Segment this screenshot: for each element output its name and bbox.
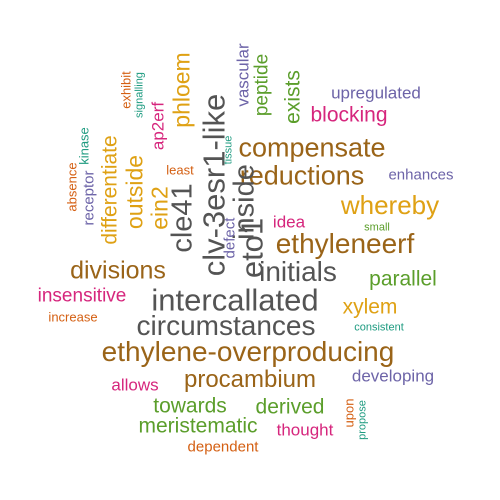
word-ap2erf: ap2erf <box>148 101 168 151</box>
word-reductions: reductions <box>239 160 365 191</box>
word-blocking: blocking <box>310 103 388 127</box>
word-increase: increase <box>48 309 98 325</box>
word-whereby: whereby <box>340 190 440 220</box>
word-upregulated: upregulated <box>331 83 421 103</box>
word-meristematic: meristematic <box>138 414 258 438</box>
word-compensate: compensate <box>238 132 386 163</box>
word-defect: defect <box>221 217 239 259</box>
word-consistent: consistent <box>354 321 404 334</box>
word-receptor: receptor <box>80 170 98 226</box>
word-differentiate: differentiate <box>98 135 122 245</box>
word-eto1: eto1 <box>234 217 270 279</box>
word-allows: allows <box>111 375 159 395</box>
word-derived: derived <box>255 395 325 419</box>
word-intercallated: intercallated <box>151 282 319 318</box>
word-dependent: dependent <box>187 438 259 456</box>
word-propose: propose <box>356 400 369 440</box>
word-least: least <box>166 162 194 178</box>
word-idea: idea <box>272 212 306 232</box>
word-enhances: enhances <box>388 166 454 184</box>
word-thought: thought <box>276 420 334 440</box>
word-signalling: signalling <box>133 72 146 118</box>
word-kinase: kinase <box>76 127 92 165</box>
word-small: small <box>364 221 390 234</box>
word-procambium: procambium <box>183 366 317 393</box>
word-exhibit: exhibit <box>118 71 134 109</box>
word-upon: upon <box>341 398 357 428</box>
word-developing: developing <box>351 366 435 386</box>
word-divisions: divisions <box>70 256 166 285</box>
word-towards: towards <box>153 394 227 418</box>
word-outside: outside <box>121 154 148 230</box>
word-parallel: parallel <box>369 267 437 291</box>
word-ethylene-overproducing: ethylene-overproducing <box>101 336 395 367</box>
word-xylem: xylem <box>342 295 398 319</box>
word-cle41: cle41 <box>166 183 199 253</box>
word-vascular: vascular <box>233 43 253 107</box>
word-absence: absence <box>64 162 80 212</box>
word-phloem: phloem <box>168 52 195 128</box>
word-peptide: peptide <box>251 53 273 117</box>
word-circumstances: circumstances <box>136 310 316 341</box>
word-insensitive: insensitive <box>37 285 127 307</box>
word-exists: exists <box>281 70 305 124</box>
word-initials: initials <box>259 256 337 287</box>
word-ethyleneerf: ethyleneerf <box>275 228 415 259</box>
word-tissue: tissue <box>222 135 235 165</box>
